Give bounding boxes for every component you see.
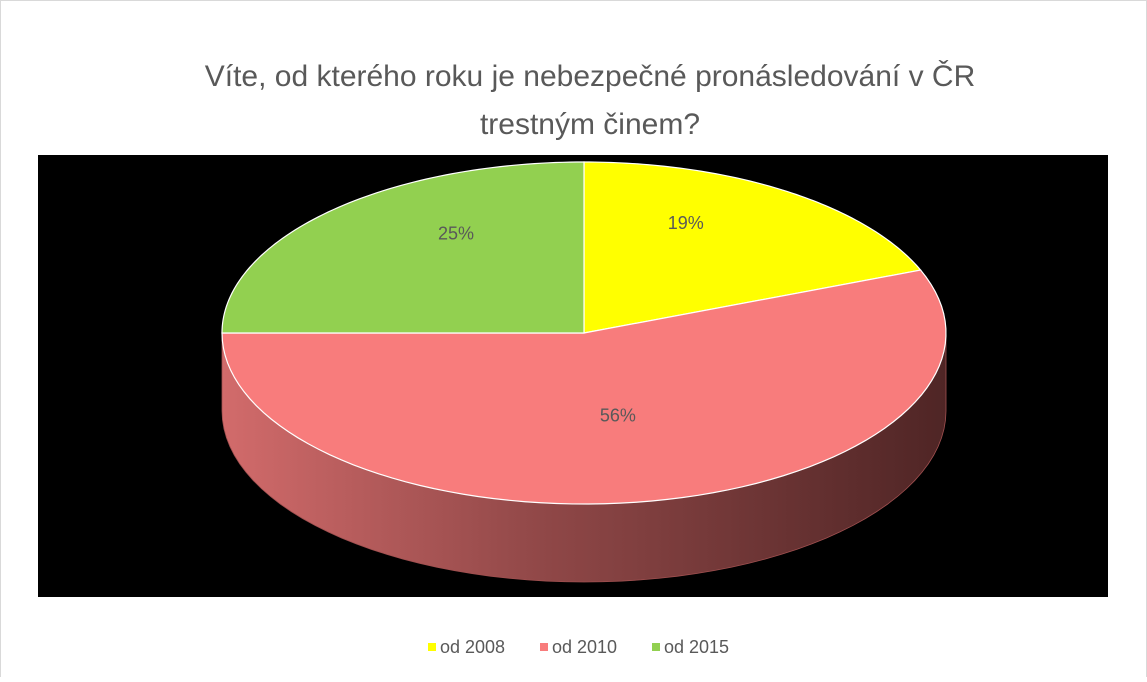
legend-swatch	[428, 643, 436, 651]
slice	[221, 161, 585, 334]
slice	[583, 161, 922, 334]
legend: od 2008 od 2010 od 2015	[428, 637, 729, 657]
legend-swatch	[652, 643, 660, 651]
data-label: 19%	[668, 213, 704, 233]
data-label: 56%	[600, 406, 636, 426]
legend-label: od 2010	[552, 637, 617, 657]
legend-swatch	[540, 643, 548, 651]
slice	[221, 269, 947, 505]
legend-label: od 2015	[664, 637, 729, 657]
chart-title: Víte, od kterého roku je nebezpečné pron…	[205, 59, 975, 141]
pie: 19% 56% 25%	[221, 161, 947, 583]
data-label: 25%	[438, 223, 474, 243]
legend-label: od 2008	[440, 637, 505, 657]
